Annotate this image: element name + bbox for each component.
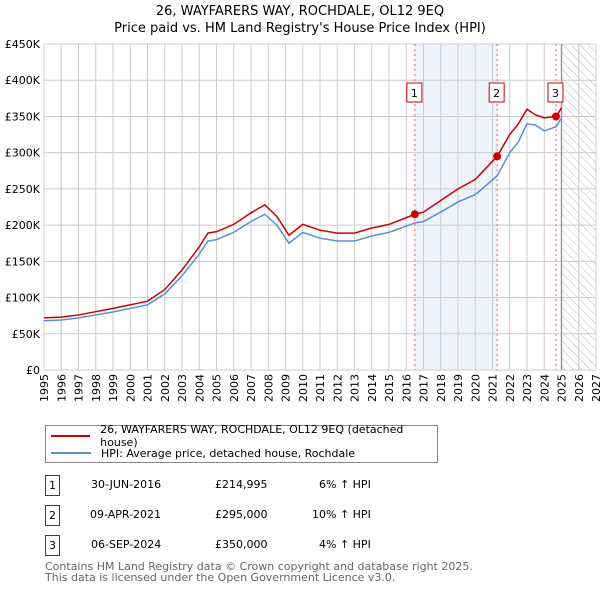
y-tick-label: £100K xyxy=(5,292,41,305)
y-tick-label: £150K xyxy=(5,255,41,268)
x-tick-label: 2008 xyxy=(262,374,275,402)
sale-point xyxy=(551,112,560,121)
sale-label: 1 xyxy=(411,87,418,100)
x-tick-label: 2004 xyxy=(193,374,206,402)
legend-label-hpi: HPI: Average price, detached house, Roch… xyxy=(101,446,356,460)
x-tick-label: 2005 xyxy=(211,374,224,402)
x-tick-label: 1996 xyxy=(55,374,68,402)
sale-label-box xyxy=(547,82,564,103)
legend-swatch-hpi xyxy=(51,452,91,454)
sale-badge: 1 xyxy=(45,475,60,496)
sale-hpi: 4% ↑ HPI xyxy=(319,538,371,551)
x-tick-label: 2023 xyxy=(521,374,534,402)
y-tick-label: £50K xyxy=(12,328,41,341)
price-line xyxy=(43,107,563,319)
sale-point xyxy=(493,152,502,161)
x-tick-label: 2013 xyxy=(349,374,362,402)
y-tick-label: £300K xyxy=(5,147,41,160)
y-tick-label: £350K xyxy=(5,110,41,123)
chart-title: 26, WAYFARERS WAY, ROCHDALE, OL12 9EQ xyxy=(155,4,445,19)
x-tick-label: 2002 xyxy=(159,374,172,402)
price-chart: 1995 1996 1997 1998 1999 2000 2001 2002 2003 2004… xyxy=(5,38,600,402)
x-tick-label: 2014 xyxy=(366,374,379,402)
sale-label-box xyxy=(406,82,423,103)
legend-swatch-price xyxy=(51,435,91,437)
x-tick-label: 2018 xyxy=(435,374,448,402)
x-tick-label: 2026 xyxy=(573,374,586,402)
x-tick-label: 2019 xyxy=(452,374,465,402)
x-tick-label: 2017 xyxy=(418,374,431,402)
y-tick-label: £400K xyxy=(5,74,41,87)
x-tick-label: 2012 xyxy=(331,374,344,402)
x-tick-label: 2025 xyxy=(556,374,569,402)
legend: 26, WAYFARERS WAY, ROCHDALE, OL12 9EQ (d… xyxy=(45,423,438,463)
x-tick-label: 1998 xyxy=(90,374,103,402)
sale-date: 09-APR-2021 xyxy=(90,508,162,521)
sale-hpi: 6% ↑ HPI xyxy=(319,478,371,491)
chart-subtitle: Price paid vs. HM Land Registry's House … xyxy=(114,21,486,36)
x-tick-label: 2024 xyxy=(538,374,551,402)
x-tick-label: 1999 xyxy=(107,374,120,402)
x-tick-label: 2027 xyxy=(590,374,600,402)
sale-point xyxy=(410,210,419,219)
sale-hpi: 10% ↑ HPI xyxy=(312,508,371,521)
sale-label: 3 xyxy=(552,87,559,100)
x-tick-label: 2020 xyxy=(469,374,482,402)
y-tick-label: £0 xyxy=(26,364,40,377)
hpi-line xyxy=(43,117,563,322)
x-tick-label: 1995 xyxy=(38,374,51,402)
x-tick-label: 2003 xyxy=(176,374,189,402)
sale-date: 06-SEP-2024 xyxy=(91,538,162,551)
x-tick-label: 2009 xyxy=(280,374,293,402)
x-tick-label: 2016 xyxy=(400,374,413,402)
x-tick-label: 2000 xyxy=(124,374,137,402)
x-tick-label: 2007 xyxy=(245,374,258,402)
shaded-ownership-band xyxy=(414,44,498,370)
x-tick-label: 2022 xyxy=(504,374,517,402)
x-tick-label: 2001 xyxy=(142,374,155,402)
footer-line-2: This data is licensed under the Open Gov… xyxy=(45,571,396,584)
x-tick-label: 2021 xyxy=(487,374,500,402)
y-tick-label: £250K xyxy=(5,183,41,196)
sale-badge: 2 xyxy=(45,505,60,526)
footer-line-1: Contains HM Land Registry data © Crown c… xyxy=(45,560,473,573)
sale-date: 30-JUN-2016 xyxy=(91,478,162,491)
x-tick-label: 1997 xyxy=(73,374,86,402)
sale-label-box xyxy=(488,82,505,103)
legend-label-price: 26, WAYFARERS WAY, ROCHDALE, OL12 9EQ (d… xyxy=(100,423,404,449)
sale-badge: 3 xyxy=(45,535,60,556)
y-tick-label: £450K xyxy=(5,38,41,51)
x-tick-label: 2006 xyxy=(228,374,241,402)
x-tick-label: 2011 xyxy=(314,374,327,402)
sale-price: £214,995 xyxy=(215,478,268,491)
y-tick-label: £200K xyxy=(5,219,41,232)
x-tick-label: 2010 xyxy=(297,374,310,402)
sale-price: £350,000 xyxy=(215,538,268,551)
footer: Contains HM Land Registry data © Crown c… xyxy=(45,561,473,583)
x-tick-label: 2015 xyxy=(383,374,396,402)
sale-label: 2 xyxy=(493,87,500,100)
sale-price: £295,000 xyxy=(215,508,268,521)
